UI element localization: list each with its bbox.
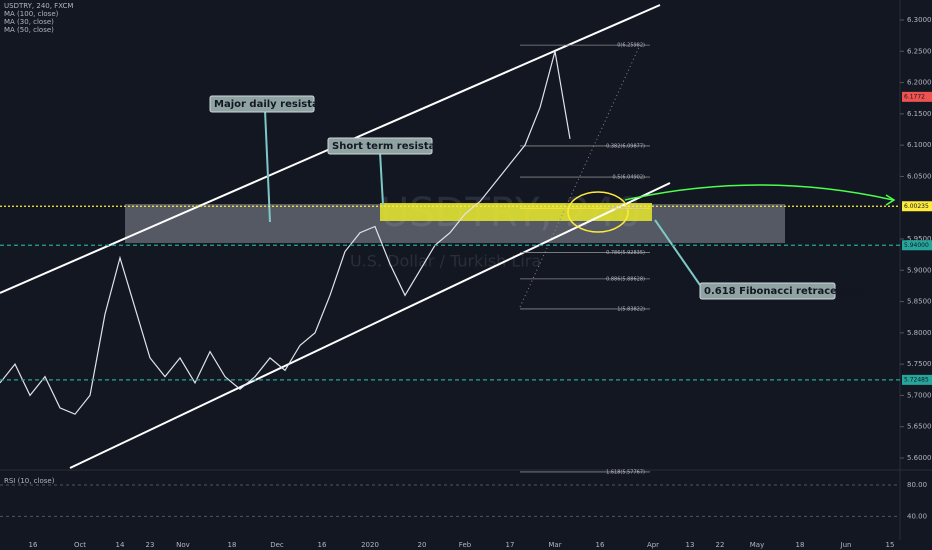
x-tick-label: 23 <box>146 541 155 549</box>
y-tick-label: 5.60000 <box>907 454 932 462</box>
indicator-label: MA (50, close) <box>4 26 54 34</box>
plot: 0(6.25982) 0.382(6.09877) 0.5(6.04902) 0.61… <box>0 43 650 475</box>
y-tick-label: 6.15000 <box>907 110 932 118</box>
x-tick-label: May <box>750 541 764 549</box>
rsi-tick-label: 80.00 <box>907 481 927 489</box>
fib-label: 0.618(5.9992) <box>609 206 645 212</box>
indicator-label: MA (30, close) <box>4 18 54 26</box>
watermark-subtitle: U.S. Dollar / Turkish Lira <box>350 252 541 271</box>
y-tick-label: 5.90000 <box>907 266 932 274</box>
x-tick-label: 18 <box>228 541 237 549</box>
price-tag-label: 5.72485 <box>904 376 929 383</box>
y-tick-label: 5.70000 <box>907 391 932 399</box>
fib-label: 0.382(6.09877) <box>606 143 645 149</box>
fib-label: 0(6.25982) <box>617 43 645 49</box>
x-tick-label: 16 <box>29 541 38 549</box>
annotation: Major daily resistance <box>214 99 339 110</box>
callout-box <box>699 282 836 300</box>
price-tag-label: 5.94000 <box>904 242 929 249</box>
y-tick-label: 5.80000 <box>907 329 932 337</box>
fib-label: 0.786(5.92835) <box>606 250 645 256</box>
y-tick-label: 6.05000 <box>907 172 932 180</box>
x-tick-label: 16 <box>596 541 605 549</box>
fib-label: 1.618(5.57767) <box>606 469 645 475</box>
x-tick-label: 20 <box>418 541 427 549</box>
annotation: Short term resistance <box>332 141 455 152</box>
fib-label: 1(5.83822) <box>617 306 645 312</box>
y-tick-label: 5.75000 <box>907 360 932 368</box>
x-tick-label: Oct <box>74 541 86 549</box>
callout-pointer <box>264 109 271 223</box>
price-tag <box>902 240 932 251</box>
projection-arrow <box>624 184 894 201</box>
price-line <box>0 51 571 415</box>
callout-box <box>327 137 433 155</box>
callout-pointer <box>654 219 701 286</box>
x-tick-label: Jun <box>840 541 852 549</box>
x-tick-label: 15 <box>886 541 895 549</box>
x-tick-label: Apr <box>647 541 659 549</box>
arrow-head <box>885 194 896 206</box>
fib-trend <box>519 44 641 308</box>
callout-pointer <box>379 151 384 206</box>
rsi-tick-label: 40.00 <box>907 512 927 520</box>
x-tick-label: 14 <box>116 541 125 549</box>
y-tick-label: 6.30000 <box>907 16 932 24</box>
x-tick-label: Dec <box>270 541 284 549</box>
price-tag <box>902 201 932 212</box>
price-tag-label: 6.1772 <box>904 93 925 100</box>
x-tick-label: 22 <box>716 541 725 549</box>
y-tick-label: 6.10000 <box>907 141 932 149</box>
fib-label: 0.5(6.04902) <box>612 175 645 181</box>
annotation: 0.618 Fibonacci retracement <box>704 286 866 297</box>
highlight-ellipse <box>567 191 629 233</box>
x-tick-label: 13 <box>686 541 695 549</box>
y-tick-label: 6.25000 <box>907 47 932 55</box>
x-tick-label: Mar <box>548 541 561 549</box>
x-tick-label: 2020 <box>361 541 379 549</box>
x-tick-label: 17 <box>506 541 515 549</box>
x-tick-label: 16 <box>318 541 327 549</box>
price-tag-label: 6.00235 <box>904 203 929 210</box>
indicator-label: MA (100, close) <box>4 10 59 18</box>
x-tick-label: 18 <box>796 541 805 549</box>
fib-label: 0.886(5.88628) <box>606 276 645 282</box>
y-tick-label: 5.65000 <box>907 423 932 431</box>
callout-box <box>209 95 315 113</box>
channel-lower <box>69 182 671 469</box>
price-tag <box>902 374 932 385</box>
y-tick-label: 6.20000 <box>907 79 932 87</box>
fib-zone <box>380 203 652 221</box>
x-tick-label: Nov <box>176 541 190 549</box>
rsi-title: RSI (10, close) <box>4 477 55 485</box>
y-tick-label: 5.85000 <box>907 298 932 306</box>
title: USDTRY, 240, FXCM <box>4 2 73 10</box>
y-tick-label: 5.95000 <box>907 235 932 243</box>
price-tag <box>902 91 932 102</box>
x-tick-label: Feb <box>459 541 472 549</box>
